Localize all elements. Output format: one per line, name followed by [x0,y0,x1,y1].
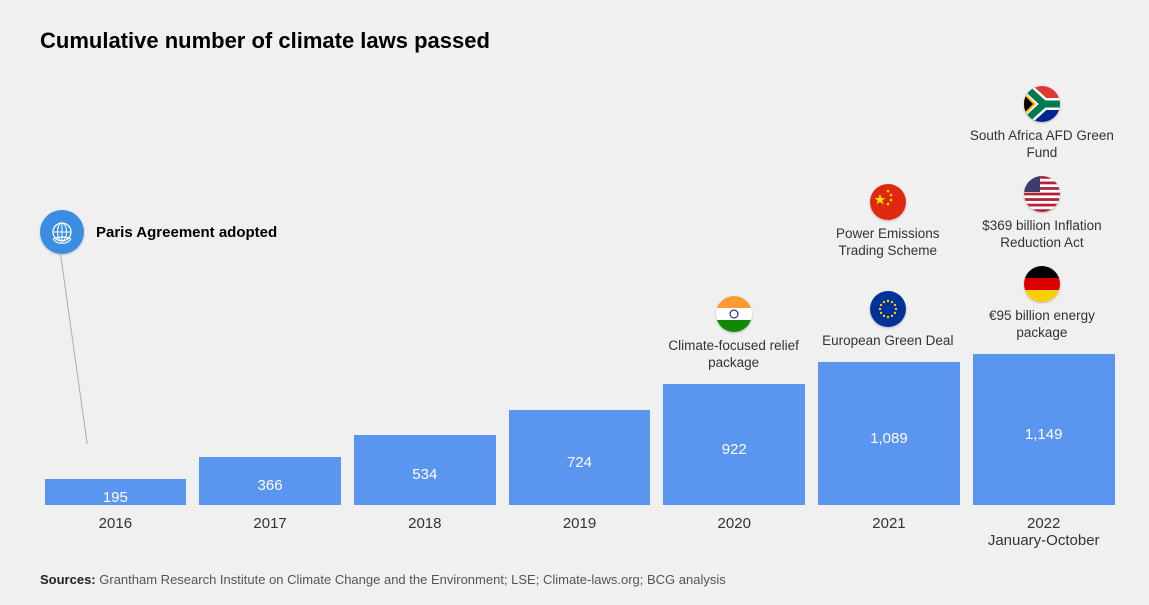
bar-col: 1,149 [968,354,1119,505]
x-label: 2020 [659,509,810,545]
callout-text: €95 billion energy package [967,308,1117,342]
bar: 922 [663,384,805,505]
callout: €95 billion energy package [967,266,1117,342]
bar: 724 [509,410,651,505]
bar-col: 1,089 [814,362,965,505]
callout-text: Power Emissions Trading Scheme [813,226,963,260]
x-label: 2016 [40,509,191,545]
germany-flag-icon [1024,266,1060,302]
callout: Power Emissions Trading Scheme [813,184,963,260]
callout: $369 billion Inflation Reduction Act [967,176,1117,252]
x-label: 2018 [349,509,500,545]
bar-col: 534 [349,435,500,505]
callout-text: South Africa AFD Green Fund [967,128,1117,162]
bar-col: 195 [40,479,191,505]
chart-title: Cumulative number of climate laws passed [40,28,490,54]
bar: 534 [354,435,496,505]
india-flag-icon [716,296,752,332]
eu-flag-icon [870,291,906,327]
x-label: 2019 [504,509,655,545]
x-label: 2021 [814,509,965,545]
callout-text: Climate-focused relief package [659,338,809,372]
sources-line: Sources: Grantham Research Institute on … [40,572,726,587]
callout: South Africa AFD Green Fund [967,86,1117,162]
bar: 1,149 [973,354,1115,505]
chart-area: 1953665347249221,0891,149 20162017201820… [40,60,1119,545]
bar: 195 [45,479,187,505]
callout: Climate-focused relief package [659,296,809,372]
usa-flag-icon [1024,176,1060,212]
callout: European Green Deal [813,291,963,350]
bar-col: 724 [504,410,655,505]
sa-flag-icon [1024,86,1060,122]
bar-col: 366 [195,457,346,505]
bar-col: 922 [659,384,810,505]
bar: 366 [199,457,341,505]
x-label: 2017 [195,509,346,545]
sources-label: Sources: [40,572,96,587]
callout-text: European Green Deal [813,333,963,350]
bar: 1,089 [818,362,960,505]
callout-text: $369 billion Inflation Reduction Act [967,218,1117,252]
sources-text: Grantham Research Institute on Climate C… [99,572,725,587]
x-axis-labels: 2016201720182019202020212022January-Octo… [40,509,1119,545]
china-flag-icon [870,184,906,220]
x-label: 2022January-October [968,509,1119,545]
